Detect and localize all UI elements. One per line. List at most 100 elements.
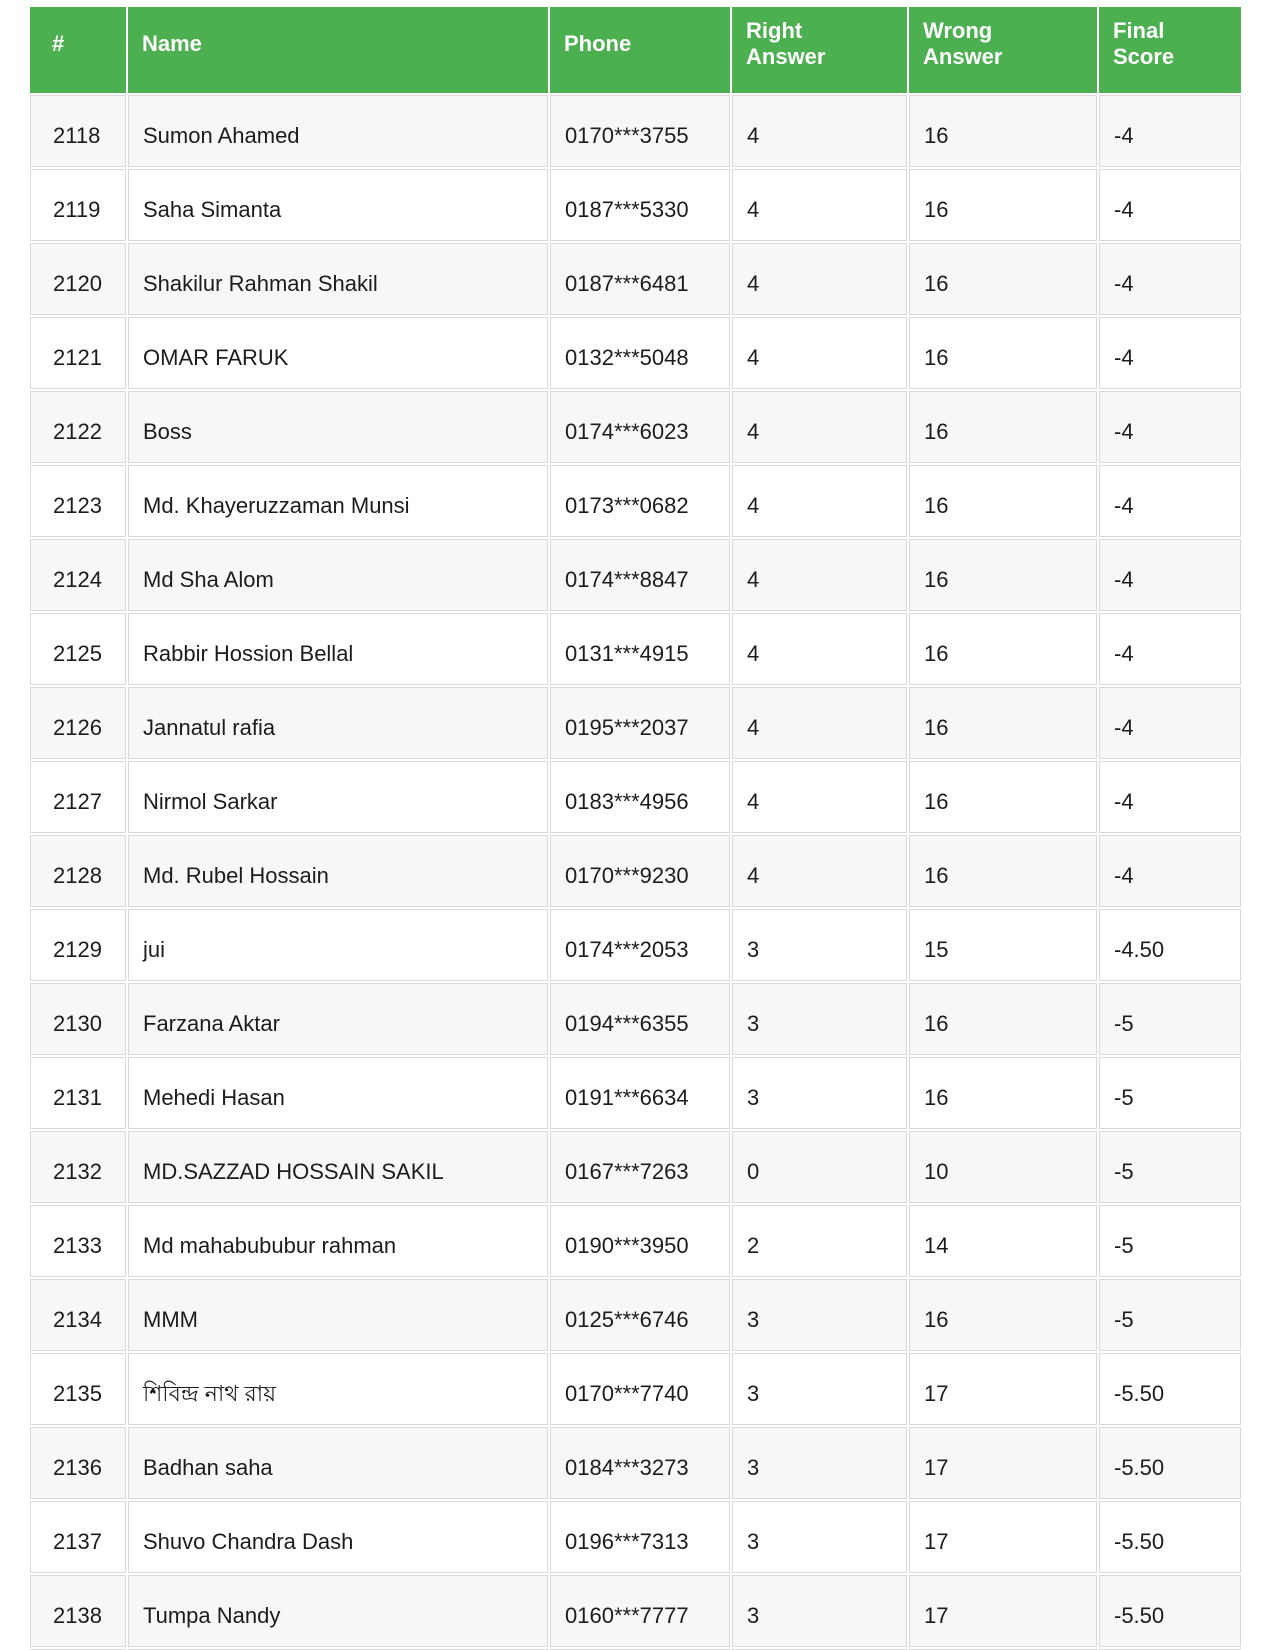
final-score-cell: -4: [1099, 687, 1241, 759]
name-cell: Md. Rubel Hossain: [128, 835, 548, 907]
rank-cell: 2137: [30, 1501, 126, 1573]
right-answer-cell: 4: [732, 465, 907, 537]
name-cell: Tumpa Nandy: [128, 1575, 548, 1647]
rank-cell: 2126: [30, 687, 126, 759]
phone-cell: 0174***6023: [550, 391, 730, 463]
final-score-cell: -4: [1099, 465, 1241, 537]
name-cell: Boss: [128, 391, 548, 463]
final-score-cell: -5.50: [1099, 1353, 1241, 1425]
table-row: 2120 Shakilur Rahman Shakil 0187***6481 …: [30, 243, 1241, 315]
table-row: 2124 Md Sha Alom 0174***8847 4 16 -4: [30, 539, 1241, 611]
name-cell: Md mahabububur rahman: [128, 1205, 548, 1277]
right-answer-cell: 3: [732, 1353, 907, 1425]
wrong-answer-cell: 16: [909, 613, 1097, 685]
final-score-cell: -5: [1099, 983, 1241, 1055]
table-row: 2123 Md. Khayeruzzaman Munsi 0173***0682…: [30, 465, 1241, 537]
final-score-cell: -4: [1099, 761, 1241, 833]
right-answer-cell: 3: [732, 1057, 907, 1129]
name-cell: Farzana Aktar: [128, 983, 548, 1055]
column-header-right-answer: Right Answer: [732, 7, 907, 93]
wrong-answer-cell: 16: [909, 539, 1097, 611]
final-score-cell: -5: [1099, 1131, 1241, 1203]
table-row: 2137 Shuvo Chandra Dash 0196***7313 3 17…: [30, 1501, 1241, 1573]
name-cell: শিবিন্দ্র নাথ রায়: [128, 1353, 548, 1425]
rank-cell: 2122: [30, 391, 126, 463]
score-table-body: 2118 Sumon Ahamed 0170***3755 4 16 -4 21…: [30, 95, 1241, 1650]
rank-cell: 2130: [30, 983, 126, 1055]
rank-cell: 2129: [30, 909, 126, 981]
table-row: 2133 Md mahabububur rahman 0190***3950 2…: [30, 1205, 1241, 1277]
table-row: 2118 Sumon Ahamed 0170***3755 4 16 -4: [30, 95, 1241, 167]
name-cell: Rabbir Hossion Bellal: [128, 613, 548, 685]
name-cell: Shuvo Chandra Dash: [128, 1501, 548, 1573]
name-cell: MMM: [128, 1279, 548, 1351]
final-score-cell: -4: [1099, 317, 1241, 389]
right-answer-cell: 3: [732, 983, 907, 1055]
table-row: 2134 MMM 0125***6746 3 16 -5: [30, 1279, 1241, 1351]
final-score-cell: -4: [1099, 835, 1241, 907]
phone-cell: 0170***3755: [550, 95, 730, 167]
final-score-cell: -4: [1099, 169, 1241, 241]
wrong-answer-cell: 14: [909, 1205, 1097, 1277]
table-row: 2138 Tumpa Nandy 0160***7777 3 17 -5.50: [30, 1575, 1241, 1647]
table-row: 2129 jui 0174***2053 3 15 -4.50: [30, 909, 1241, 981]
right-answer-cell: 3: [732, 1575, 907, 1647]
phone-cell: 0196***7313: [550, 1501, 730, 1573]
right-answer-cell: 3: [732, 909, 907, 981]
phone-cell: 0125***6746: [550, 1279, 730, 1351]
phone-cell: 0131***4915: [550, 613, 730, 685]
phone-cell: 0195***2037: [550, 687, 730, 759]
name-cell: Nirmol Sarkar: [128, 761, 548, 833]
wrong-answer-cell: 16: [909, 391, 1097, 463]
phone-cell: 0194***6355: [550, 983, 730, 1055]
right-answer-cell: 3: [732, 1279, 907, 1351]
right-answer-cell: 4: [732, 169, 907, 241]
rank-cell: 2131: [30, 1057, 126, 1129]
name-cell: Jannatul rafia: [128, 687, 548, 759]
rank-cell: 2134: [30, 1279, 126, 1351]
wrong-answer-cell: 16: [909, 761, 1097, 833]
table-row: 2127 Nirmol Sarkar 0183***4956 4 16 -4: [30, 761, 1241, 833]
wrong-answer-cell: 17: [909, 1353, 1097, 1425]
right-answer-cell: 4: [732, 687, 907, 759]
final-score-cell: -4: [1099, 95, 1241, 167]
wrong-answer-cell: 16: [909, 983, 1097, 1055]
wrong-answer-cell: 10: [909, 1131, 1097, 1203]
column-header-wrong-answer: Wrong Answer: [909, 7, 1097, 93]
right-answer-cell: 4: [732, 243, 907, 315]
phone-cell: 0183***4956: [550, 761, 730, 833]
table-row: 2125 Rabbir Hossion Bellal 0131***4915 4…: [30, 613, 1241, 685]
wrong-answer-cell: 16: [909, 169, 1097, 241]
name-cell: Saha Simanta: [128, 169, 548, 241]
phone-cell: 0191***6634: [550, 1057, 730, 1129]
right-answer-cell: 0: [732, 1131, 907, 1203]
final-score-cell: -4: [1099, 391, 1241, 463]
rank-cell: 2128: [30, 835, 126, 907]
wrong-answer-cell: 16: [909, 243, 1097, 315]
final-score-cell: -5.50: [1099, 1501, 1241, 1573]
table-row: 2126 Jannatul rafia 0195***2037 4 16 -4: [30, 687, 1241, 759]
wrong-answer-cell: 16: [909, 95, 1097, 167]
rank-cell: 2125: [30, 613, 126, 685]
final-score-cell: -5.50: [1099, 1427, 1241, 1499]
wrong-answer-cell: 16: [909, 465, 1097, 537]
right-answer-cell: 4: [732, 761, 907, 833]
final-score-cell: -4: [1099, 613, 1241, 685]
final-score-cell: -4.50: [1099, 909, 1241, 981]
score-table: # Name Phone Right Answer Wrong Answer F…: [28, 5, 1243, 1650]
column-header-final-score: Final Score: [1099, 7, 1241, 93]
table-row: 2131 Mehedi Hasan 0191***6634 3 16 -5: [30, 1057, 1241, 1129]
name-cell: jui: [128, 909, 548, 981]
rank-cell: 2132: [30, 1131, 126, 1203]
wrong-answer-cell: 16: [909, 687, 1097, 759]
table-row: 2119 Saha Simanta 0187***5330 4 16 -4: [30, 169, 1241, 241]
rank-cell: 2119: [30, 169, 126, 241]
phone-cell: 0187***5330: [550, 169, 730, 241]
name-cell: Mehedi Hasan: [128, 1057, 548, 1129]
table-row: 2136 Badhan saha 0184***3273 3 17 -5.50: [30, 1427, 1241, 1499]
phone-cell: 0174***8847: [550, 539, 730, 611]
rank-cell: 2120: [30, 243, 126, 315]
name-cell: OMAR FARUK: [128, 317, 548, 389]
rank-cell: 2118: [30, 95, 126, 167]
column-header-phone: Phone: [550, 7, 730, 93]
